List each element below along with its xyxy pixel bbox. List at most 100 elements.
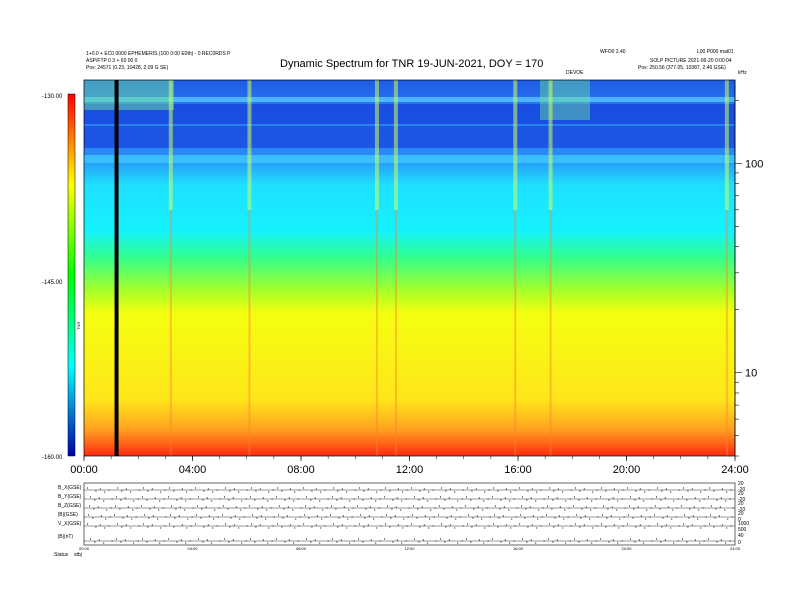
panel-trace-dot: [335, 508, 337, 510]
panel-trace-dot: [664, 497, 666, 499]
panel-trace-dot: [622, 525, 624, 527]
band-dark-blue-2: [84, 126, 735, 148]
panel-trace-dot: [456, 509, 458, 511]
panel-trace-dot: [234, 515, 236, 517]
panel-trace-dot: [645, 518, 647, 520]
panel-trace-dot: [424, 515, 426, 517]
panel-trace-dot: [160, 491, 162, 493]
panel-trace-dot: [181, 524, 183, 526]
panel-trace-dot: [530, 497, 532, 499]
panel-trace-dot: [445, 526, 447, 528]
panel-trace-dot: [353, 540, 355, 542]
panel-trace-dot: [109, 516, 111, 518]
panel-trace-dot: [94, 541, 96, 543]
panel-trace-dot: [332, 538, 333, 540]
panel-trace-dot: [549, 487, 550, 489]
panel-trace-dot: [578, 541, 580, 543]
panel-trace-dot: [195, 523, 196, 525]
panel-trace-dot: [212, 527, 214, 529]
panel-trace-dot: [488, 525, 490, 527]
panel-trace-dot: [310, 499, 312, 501]
panel-trace-dot: [708, 538, 709, 540]
panel-trace-dot: [137, 498, 139, 500]
panel-trace-dot: [650, 507, 652, 509]
panel-trace-dot: [468, 514, 469, 516]
panel-trace-dot: [508, 509, 510, 511]
panel-trace-dot: [510, 491, 512, 493]
panel-trace-dot: [643, 542, 645, 544]
panel-trace-dot: [475, 488, 477, 490]
panel-trace-dot: [710, 514, 711, 516]
panel-trace-dot: [471, 526, 473, 528]
panel-trace-dot: [444, 499, 446, 501]
panel-trace-dot: [673, 542, 675, 544]
panel-trace-dot: [629, 505, 630, 507]
panel-trace-dot: [124, 539, 126, 541]
panel-trace-dot: [715, 508, 717, 510]
header-right-top1: WFO0 2.40: [600, 49, 626, 55]
panel-trace-dot: [675, 516, 677, 518]
panel-trace-dot: [152, 515, 154, 517]
panel-trace-dot: [537, 518, 539, 520]
panel-trace-dot: [380, 489, 382, 491]
panel-trace-dot: [189, 498, 191, 500]
panel-trace-dot: [551, 508, 553, 510]
panel-trace-dot: [705, 516, 707, 518]
panel-trace-dot: [630, 538, 631, 540]
panel-trace-dot: [637, 506, 639, 508]
panel-trace-dot: [495, 505, 496, 507]
panel-trace-dot: [314, 497, 316, 499]
panel-trace-dot: [358, 496, 359, 498]
vertical-feature-upper: [168, 80, 173, 210]
bottom-x-tick-label: 04:00: [187, 546, 198, 551]
panel-trace-dot: [613, 524, 615, 526]
panel-trace-dot: [268, 491, 270, 493]
panel-trace-dot: [592, 491, 594, 493]
panel-trace-dot: [462, 525, 464, 527]
panel-trace-dot: [306, 496, 307, 498]
panel-trace-dot: [583, 524, 585, 526]
panel-trace-dot: [122, 517, 124, 519]
panel-trace-dot: [184, 509, 186, 511]
panel-trace-dot: [267, 500, 269, 502]
panel-trace-dot: [549, 523, 550, 525]
panel-trace-dot: [277, 487, 278, 489]
vertical-feature-upper: [724, 80, 729, 210]
panel-trace-dot: [375, 500, 377, 502]
panel-trace-dot: [164, 525, 166, 527]
panel-trace-dot: [90, 496, 91, 498]
panel-trace-dot: [391, 508, 393, 510]
panel-trace-dot: [117, 487, 118, 489]
panel-trace-dot: [660, 541, 662, 543]
panel-trace-dot: [230, 517, 232, 519]
panel-trace-dot: [470, 499, 472, 501]
panel-trace-dot: [568, 507, 570, 509]
panel-trace-dot: [661, 526, 663, 528]
x-tick-label: 08:00: [287, 464, 315, 476]
panel-right-label: 0: [738, 517, 741, 523]
panel-trace-dot: [639, 524, 641, 526]
panel-trace-dot: [384, 538, 385, 540]
panel-trace-dot: [229, 526, 231, 528]
panel-trace-dot: [648, 525, 650, 527]
panel-trace-dot: [608, 541, 610, 543]
panel-trace-dot: [624, 507, 626, 509]
panel-trace-dot: [592, 527, 594, 529]
panel-trace-dot: [493, 487, 494, 489]
panel-trace-dot: [438, 514, 439, 516]
panel-trace-dot: [729, 540, 731, 542]
panel-trace-dot: [689, 508, 691, 510]
panel-trace-dot: [531, 524, 533, 526]
x-tick-label: 12:00: [396, 464, 424, 476]
panel-trace-dot: [116, 496, 117, 498]
panel-trace-dot: [640, 515, 642, 517]
panel-trace-dot: [519, 523, 520, 525]
panel-trace-dot: [509, 500, 511, 502]
panel-trace-dot: [694, 539, 696, 541]
panel-trace-dot: [153, 506, 155, 508]
panel-trace-dot: [163, 498, 165, 500]
panel-trace-dot: [133, 542, 135, 544]
panel-trace-dot: [108, 489, 110, 491]
panel-trace-dot: [227, 508, 229, 510]
panel-trace-dot: [405, 498, 407, 500]
